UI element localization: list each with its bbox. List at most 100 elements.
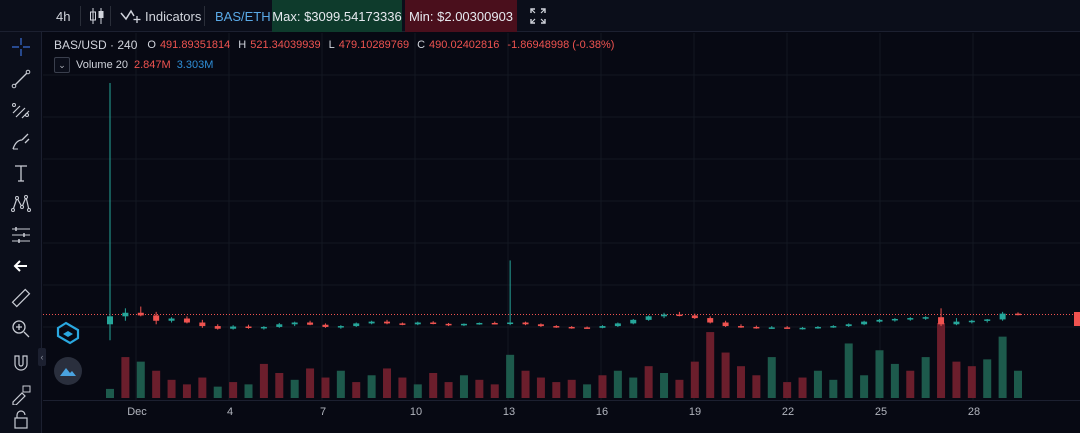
timeframe-label: 4h: [56, 8, 71, 24]
open-value: 491.89351814: [159, 39, 231, 51]
timeframe-button[interactable]: 4h: [56, 0, 70, 32]
candle-body: [491, 322, 498, 325]
candle-body: [707, 318, 714, 323]
zoom-icon: [12, 320, 30, 338]
time-axis-label: Dec: [127, 406, 147, 418]
candle-body: [460, 323, 467, 326]
volume-bar: [398, 377, 407, 398]
candle-body: [799, 327, 806, 330]
magnet-icon: [14, 355, 28, 371]
cloud-icon: [60, 368, 76, 376]
volume-bar: [675, 379, 684, 398]
candle-body: [861, 321, 868, 325]
open-key: O: [147, 39, 156, 51]
zoom-tool[interactable]: [8, 316, 34, 342]
change-value: -1.86948998 (-0.38%): [507, 39, 615, 51]
candle-body: [922, 317, 929, 319]
candle-body: [291, 322, 298, 325]
volume-bar: [890, 363, 899, 398]
volume-bar: [583, 384, 592, 398]
fullscreen-button[interactable]: [530, 0, 546, 32]
chart-type-button[interactable]: [89, 0, 105, 32]
volume-bar: [413, 384, 422, 398]
candle-body: [968, 320, 975, 323]
top-toolbar: 4h Indicators BAS/ETH Max: $3099.5417333…: [0, 0, 1080, 32]
volume-bar: [444, 382, 453, 398]
time-axis-label: 22: [781, 406, 795, 418]
magnet-tool[interactable]: [8, 350, 34, 376]
lock-draw-tool[interactable]: [8, 381, 34, 407]
candle-body: [537, 324, 544, 327]
candle-body: [507, 322, 514, 325]
volume-bar: [213, 386, 222, 398]
time-axis[interactable]: Dec 4 7 10 13 16 19 22 25 28: [43, 400, 1080, 433]
candle-body: [830, 326, 837, 328]
candle-body: [753, 326, 760, 329]
crosshair-tool[interactable]: [8, 34, 34, 60]
volume-collapse-button[interactable]: ⌄: [54, 57, 70, 73]
volume-bar: [829, 379, 838, 398]
volume-label: Volume 20: [76, 59, 128, 71]
candle-body: [676, 314, 683, 317]
candle-body: [938, 317, 945, 325]
trend-line-tool[interactable]: [8, 66, 34, 92]
volume-bar: [798, 377, 807, 398]
lock-tool[interactable]: [8, 406, 34, 432]
forecast-tool[interactable]: [8, 222, 34, 248]
time-axis-label: 10: [409, 406, 423, 418]
candle-body: [984, 319, 991, 321]
candle-body: [584, 327, 591, 329]
ruler-icon: [11, 288, 31, 308]
indicators-button[interactable]: Indicators: [120, 0, 201, 32]
volume-bar: [706, 332, 715, 398]
back-arrow-icon: [13, 260, 27, 272]
candle-body: [907, 318, 914, 320]
candle-body: [353, 323, 360, 327]
candle-body: [845, 324, 852, 327]
pair-label: BAS/ETH: [215, 8, 271, 24]
fib-tool[interactable]: [8, 97, 34, 123]
max-price-label: Max: $3099.54173336: [272, 8, 402, 24]
candle-body: [430, 322, 437, 325]
ruler-tool[interactable]: [8, 285, 34, 311]
volume-bar: [198, 377, 207, 398]
candle-body: [260, 326, 267, 329]
volume-bar: [506, 354, 515, 398]
candle-body: [337, 326, 344, 328]
brush-tool[interactable]: [8, 128, 34, 154]
volume-bar: [629, 377, 638, 398]
compare-pair-button[interactable]: BAS/ETH: [215, 0, 271, 32]
volume-bar: [459, 375, 468, 398]
time-axis-label: 28: [967, 406, 981, 418]
candle-body: [122, 312, 129, 317]
candle-body: [722, 322, 729, 327]
volume-bar: [152, 370, 161, 398]
text-tool[interactable]: [8, 160, 34, 186]
fullscreen-icon: [530, 8, 546, 24]
volume-bar: [875, 350, 884, 398]
candle-body: [814, 326, 821, 329]
max-price-badge: Max: $3099.54173336: [272, 0, 402, 32]
volume-bar: [783, 382, 792, 398]
back-tool[interactable]: [8, 253, 34, 279]
high-key: H: [238, 39, 247, 51]
candle-body: [183, 318, 190, 323]
low-value: 479.10289769: [338, 39, 410, 51]
pattern-tool[interactable]: [8, 191, 34, 217]
volume-bar: [475, 379, 484, 398]
volume-bar: [690, 361, 699, 398]
drawing-toolbar: [0, 32, 42, 433]
price-chart[interactable]: [43, 33, 1080, 400]
collapse-toolbar-handle[interactable]: ‹: [38, 348, 46, 366]
candle-body: [245, 326, 252, 329]
volume-bar: [937, 323, 946, 398]
indicators-label: Indicators: [145, 8, 202, 24]
candle-body: [414, 322, 421, 325]
volume-bar: [567, 379, 576, 398]
brush-icon: [12, 133, 30, 150]
candle-body: [322, 324, 329, 327]
fib-icon: [12, 103, 30, 119]
symbol-label: BAS/USD · 240: [54, 38, 138, 52]
volume-value: 2.847M: [133, 59, 171, 71]
volume-bar: [967, 366, 976, 398]
